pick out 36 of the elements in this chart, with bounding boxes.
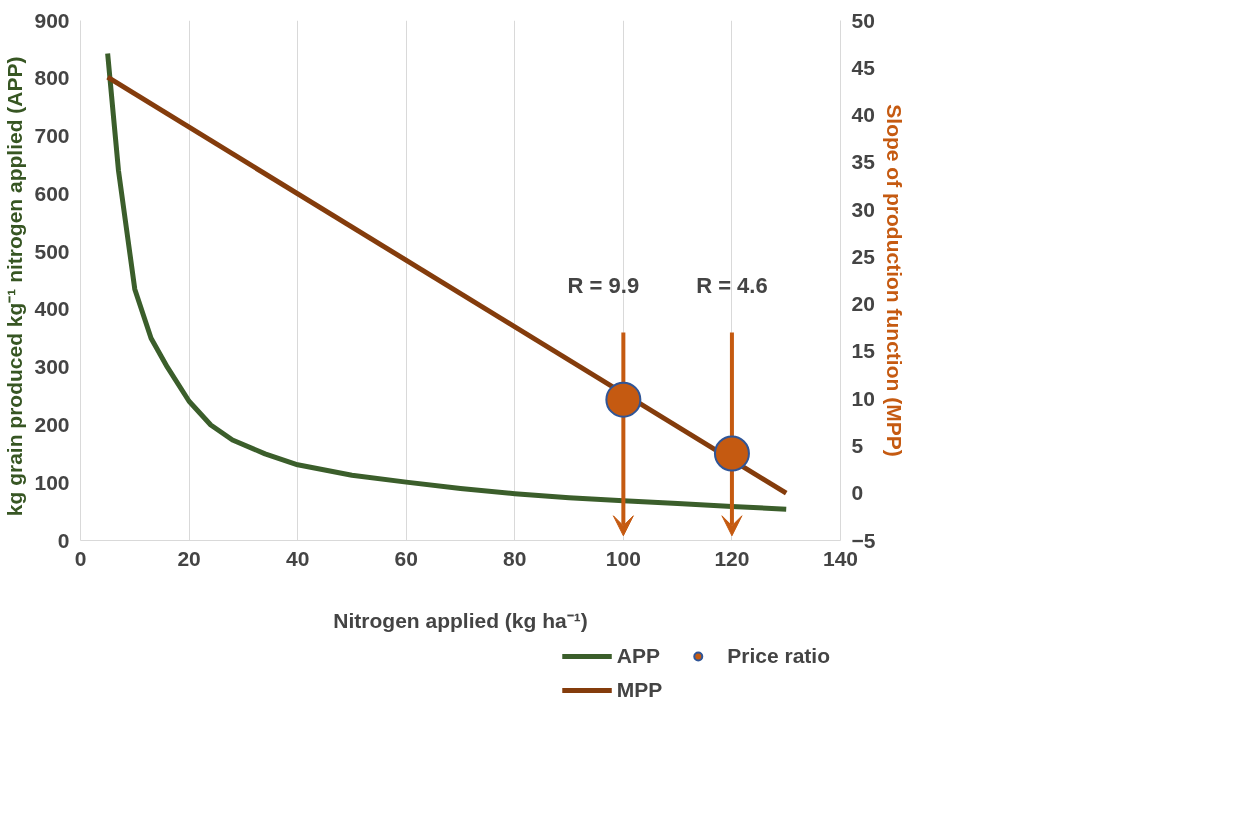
y-tick-label: 100 (34, 470, 70, 494)
y2-tick-label: 20 (851, 292, 875, 316)
x-tick-label: 80 (503, 546, 527, 570)
x-tick-label: 40 (285, 546, 310, 570)
annotation: R = 9.9 (567, 272, 640, 298)
x-tick-label: 100 (605, 546, 641, 570)
legend-label: APP (616, 644, 660, 668)
x-tick-label: 120 (714, 546, 750, 570)
legend-label: MPP (616, 678, 663, 702)
y-tick-label: 700 (34, 124, 70, 148)
y2-axis-title: Slope of production function (MPP) (883, 104, 907, 457)
y2-tick-label: 30 (851, 197, 875, 221)
y-tick-label: 0 (57, 528, 70, 552)
y-axis-title: kg grain produced kg⁻¹ nitrogen applied (APP) (3, 56, 27, 517)
y-tick-label: 900 (34, 8, 70, 32)
y-tick-label: 300 (34, 355, 70, 379)
y2-tick-label: 40 (851, 103, 875, 127)
y2-tick-label: 25 (851, 244, 876, 268)
y2-tick-label: 10 (851, 386, 875, 410)
y-tick-label: 800 (34, 66, 70, 90)
y-tick-label: 400 (34, 297, 70, 321)
y2-tick-label: 50 (851, 8, 875, 32)
x-tick-label: 60 (394, 546, 418, 570)
y2-tick-label: 0 (851, 481, 864, 505)
x-axis-title: Nitrogen applied (kg ha⁻¹) (333, 608, 588, 632)
y-tick-label: 500 (34, 239, 70, 263)
y2-tick-label: 35 (851, 150, 876, 174)
y-tick-label: 600 (34, 181, 70, 205)
y2-tick-label: 45 (851, 55, 876, 79)
annotation: R = 4.6 (696, 272, 768, 298)
y2-tick-label: 5 (851, 433, 864, 457)
y2-tick-label: 15 (851, 339, 876, 363)
x-tick-label: 20 (177, 546, 201, 570)
legend-label: Price ratio (727, 644, 830, 668)
y-tick-label: 200 (34, 412, 70, 436)
x-tick-label: 0 (74, 546, 87, 570)
